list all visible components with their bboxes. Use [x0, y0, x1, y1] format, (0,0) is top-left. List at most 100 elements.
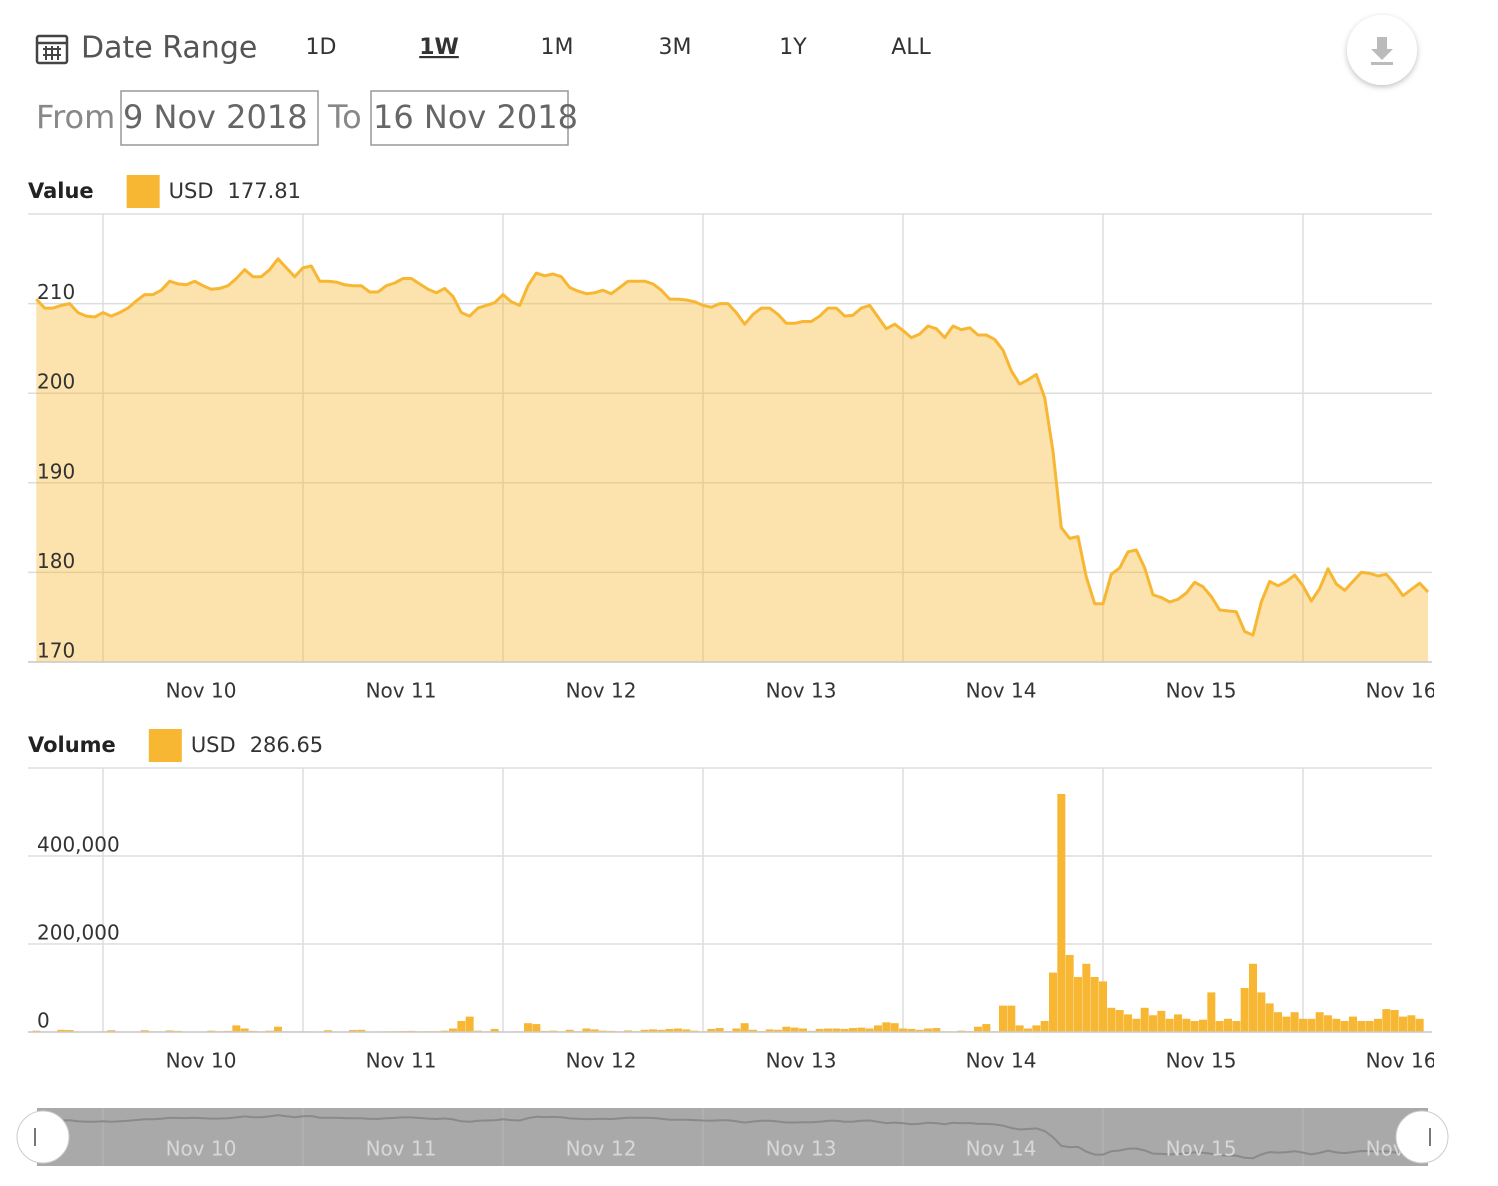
- navigator-label: Nov 11: [366, 1137, 437, 1161]
- navigator-label: Nov 13: [766, 1137, 837, 1161]
- bar: [1074, 977, 1082, 1032]
- calendar-icon: [35, 34, 69, 65]
- bar: [665, 1028, 674, 1032]
- from-label: From: [36, 98, 115, 136]
- x-tick-labels: Nov 10 Nov 11 Nov 12 Nov 13 Nov 14 Nov 15 Nov …: [166, 1049, 1434, 1073]
- range-button[interactable]: ALL: [891, 35, 931, 60]
- bar: [1065, 955, 1074, 1032]
- date-range-label: Date Range: [81, 31, 257, 66]
- x-tick-label: Nov 13: [766, 679, 837, 703]
- bar: [490, 1028, 499, 1032]
- x-tick-label: Nov 10: [166, 1049, 237, 1073]
- bar: [932, 1028, 941, 1032]
- bar: [890, 1023, 899, 1032]
- bar: [974, 1026, 982, 1032]
- bar: [1349, 1016, 1357, 1032]
- y-tick-label: 0: [37, 1009, 50, 1033]
- bar: [565, 1029, 574, 1032]
- bar: [449, 1028, 457, 1032]
- y-tick-label: 190: [37, 459, 75, 483]
- x-tick-label: Nov 14: [966, 1049, 1037, 1073]
- bar: [1049, 972, 1057, 1032]
- bar: [1265, 1003, 1274, 1032]
- bar: [649, 1029, 657, 1032]
- chart-title: Value: [28, 179, 94, 203]
- bar: [1007, 1005, 1016, 1032]
- range-button[interactable]: 1Y: [779, 35, 807, 60]
- to-value[interactable]: 16 Nov 2018: [373, 98, 578, 136]
- bar: [1332, 1018, 1341, 1032]
- bar: [57, 1029, 66, 1032]
- bar: [107, 1030, 116, 1032]
- bar: [465, 1016, 474, 1032]
- bar: [1090, 977, 1099, 1032]
- download-button[interactable]: [1347, 15, 1417, 85]
- bar: [324, 1030, 332, 1032]
- bar: [640, 1029, 649, 1032]
- bar: [1274, 1012, 1282, 1032]
- navigator-handle[interactable]: [16, 1110, 70, 1164]
- bar: [1390, 1010, 1399, 1032]
- navigator-label: Nov 15: [1166, 1137, 1237, 1161]
- bar: [1299, 1018, 1307, 1032]
- bar: [882, 1022, 891, 1032]
- bar: [1399, 1016, 1407, 1032]
- bar: [907, 1028, 916, 1032]
- bar: [357, 1029, 366, 1032]
- bar: [715, 1028, 724, 1032]
- bar: [524, 1023, 532, 1032]
- bar: [1132, 1018, 1141, 1032]
- bar: [707, 1028, 716, 1032]
- bar: [815, 1028, 824, 1032]
- range-button[interactable]: 1D: [306, 35, 337, 60]
- line: [35, 257, 1430, 637]
- legend-value: 177.81: [228, 179, 301, 203]
- y-tick-label: 200: [37, 370, 75, 394]
- x-tick-label: Nov 14: [966, 679, 1037, 703]
- bar: [857, 1027, 866, 1032]
- y-tick-label: 200,000: [37, 921, 120, 945]
- bar: [1415, 1018, 1424, 1032]
- range-button[interactable]: 1M: [541, 35, 574, 60]
- navigator-line: [36, 1114, 1429, 1160]
- bar: [799, 1028, 807, 1032]
- to-input[interactable]: [370, 90, 569, 146]
- x-tick-label: Nov 11: [366, 1049, 437, 1073]
- bar: [240, 1028, 249, 1032]
- bar: [1224, 1018, 1232, 1032]
- bar: [1157, 1010, 1166, 1032]
- bar: [1107, 1007, 1116, 1032]
- bar: [840, 1028, 849, 1032]
- bar: [1215, 1021, 1224, 1032]
- bar: [582, 1028, 591, 1032]
- bar: [624, 1030, 632, 1032]
- legend-value: 286.65: [250, 733, 323, 757]
- from-value[interactable]: 9 Nov 2018: [123, 98, 308, 136]
- bar: [1382, 1009, 1391, 1032]
- x-tick-label: Nov 15: [1166, 679, 1237, 703]
- navigator-handle[interactable]: [1395, 1110, 1449, 1164]
- range-button[interactable]: 1W: [419, 35, 459, 60]
- x-tick-label: Nov 15: [1166, 1049, 1237, 1073]
- y-tick-label: 170: [37, 639, 75, 663]
- bar: [1407, 1015, 1416, 1032]
- from-input[interactable]: [120, 90, 319, 146]
- bar: [274, 1026, 282, 1032]
- bar: [982, 1024, 991, 1032]
- navigator[interactable]: Nov 10 Nov 11 Nov 12 Nov 13 Nov 14 Nov 15 Nov …: [16, 1108, 1449, 1166]
- to-label: To: [327, 98, 362, 136]
- navigator-label: Nov 10: [166, 1137, 237, 1161]
- bar: [1249, 963, 1257, 1032]
- x-tick-label: Nov 10: [166, 679, 237, 703]
- bar: [1140, 1007, 1149, 1032]
- bar: [232, 1025, 241, 1032]
- legend-swatch: [148, 729, 182, 762]
- navigator-label: Nov 14: [966, 1137, 1037, 1161]
- bar: [590, 1029, 599, 1032]
- bar: [1115, 1010, 1124, 1032]
- range-button[interactable]: 3M: [659, 35, 692, 60]
- bar: [782, 1026, 791, 1032]
